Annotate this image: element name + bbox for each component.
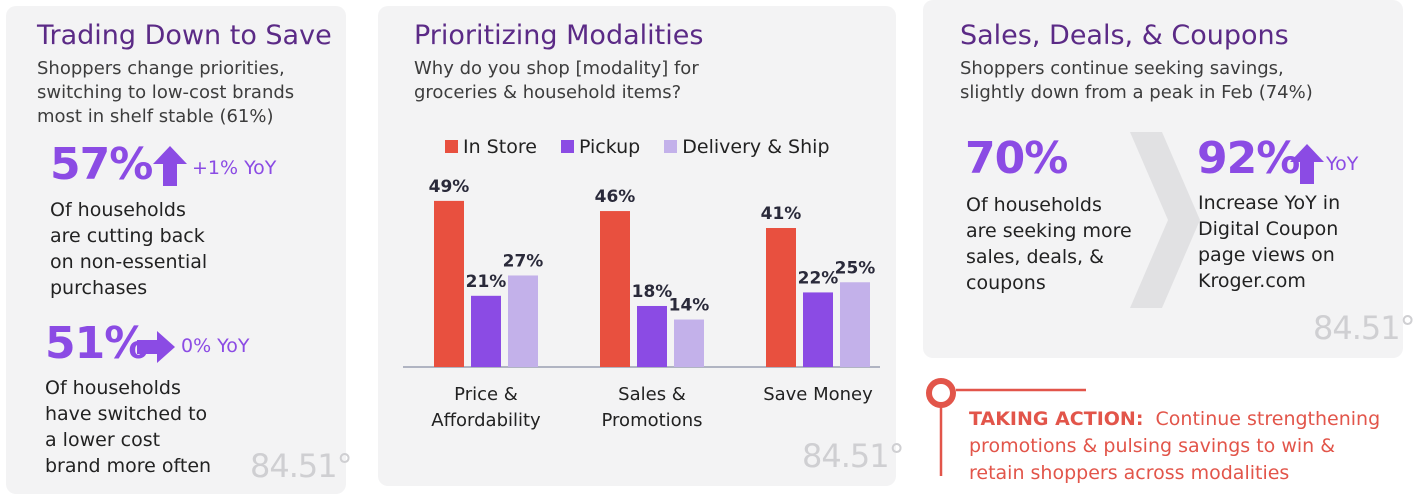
legend-swatch (664, 140, 678, 153)
arrow-right-icon (137, 331, 175, 363)
data-label: 41% (761, 204, 802, 224)
bar (471, 295, 501, 367)
data-label: 21% (466, 272, 507, 292)
yoy-change: YoY (1326, 153, 1359, 175)
bar (766, 228, 796, 367)
yoy-change: +1% YoY (192, 157, 277, 179)
chevron-right-icon (1130, 132, 1200, 308)
arrow-up-icon (1290, 144, 1324, 184)
data-label: 18% (632, 282, 673, 302)
stat-value: 70% (965, 133, 1068, 184)
panel-title: Sales, Deals, & Coupons (960, 20, 1289, 51)
logo: 84.51° (250, 447, 353, 485)
stat-value: 51% (45, 318, 148, 369)
data-label: 25% (835, 258, 876, 278)
trading-down-panel (6, 6, 346, 494)
panel-subtitle: Shoppers change priorities, switching to… (37, 58, 295, 127)
yoy-change: 0% YoY (181, 335, 250, 357)
pin-icon (926, 378, 1086, 476)
arrow-up-icon (153, 146, 187, 186)
category-label: Sales & (618, 384, 686, 405)
stat-description: Of households have switched to a lower c… (45, 377, 212, 477)
stat-description: Of households are seeking more sales, de… (966, 194, 1132, 294)
data-label: 22% (798, 268, 839, 288)
legend-item: In Store (445, 136, 537, 158)
data-label: 14% (669, 296, 710, 316)
category-label: Price & (454, 384, 518, 405)
panel-title: Prioritizing Modalities (414, 20, 704, 51)
data-label: 49% (429, 177, 470, 197)
bar (508, 275, 538, 367)
modalities-panel (378, 6, 896, 486)
legend-swatch (445, 140, 458, 153)
stat-description: Of households are cutting back on non-es… (50, 199, 208, 299)
taking-action-callout: TAKING ACTION: Continue strengthening pr… (969, 408, 1381, 484)
bar (434, 200, 464, 367)
stat-value: 92% (1197, 133, 1300, 184)
category-label: Save Money (763, 384, 873, 405)
bar (840, 282, 870, 367)
panel-title: Trading Down to Save (37, 20, 332, 51)
bar (674, 319, 704, 367)
action-label: TAKING ACTION: (969, 408, 1144, 430)
legend-swatch (560, 140, 574, 153)
bar (803, 292, 833, 367)
logo: 84.51° (1313, 309, 1416, 347)
logo: 84.51° (802, 437, 905, 475)
panel-subtitle: Why do you shop [modality] for groceries… (414, 58, 699, 103)
chart-legend: In Store Pickup Delivery & Ship (445, 136, 848, 158)
panel-subtitle: Shoppers continue seeking savings, sligh… (960, 58, 1313, 103)
stat-value: 57% (50, 139, 153, 190)
stat-description: Increase YoY in Digital Coupon page view… (1198, 192, 1341, 292)
legend-item: Delivery & Ship (664, 136, 830, 158)
category-label: Affordability (431, 410, 541, 431)
category-label: Promotions (602, 410, 703, 431)
data-label: 27% (503, 251, 544, 271)
bar (600, 211, 630, 367)
data-label: 46% (595, 187, 636, 207)
bar (637, 305, 667, 367)
legend-item: Pickup (560, 136, 640, 158)
